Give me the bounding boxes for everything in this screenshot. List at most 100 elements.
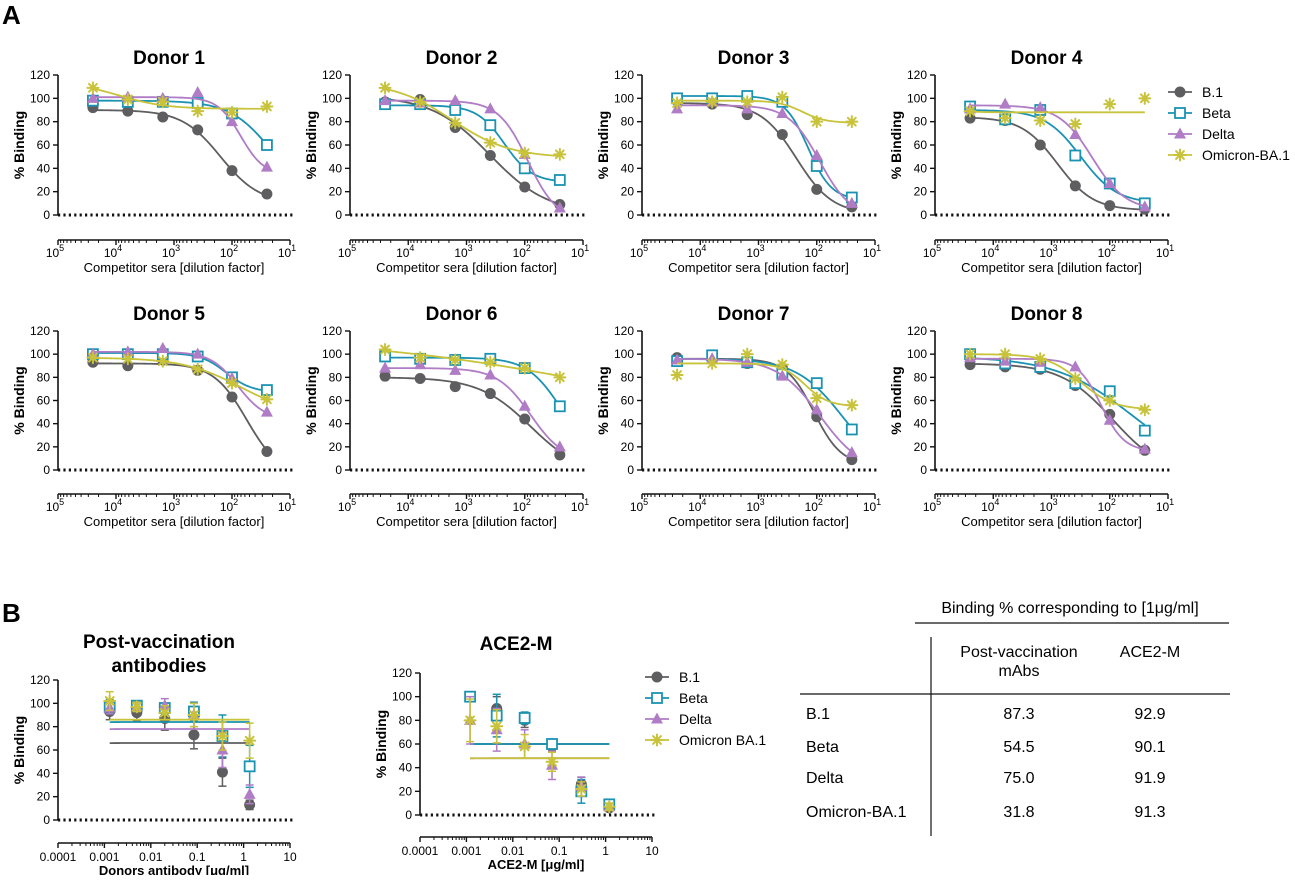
x-tick-exponent: 2	[526, 243, 531, 253]
data-point	[227, 165, 238, 176]
x-tick-base: 10	[1098, 246, 1112, 260]
x-tick-label: 103	[454, 497, 472, 514]
y-tick-label: 0	[405, 808, 412, 822]
y-tick-label: 40	[914, 417, 928, 431]
data-point	[465, 715, 476, 726]
data-point	[811, 393, 822, 404]
data-point	[519, 182, 530, 193]
x-tick-label: 101	[863, 497, 881, 514]
data-point	[846, 116, 857, 127]
x-tick-label: 0.1	[189, 850, 206, 864]
data-point	[192, 364, 203, 375]
x-tick-base: 10	[630, 500, 644, 514]
data-point	[450, 381, 461, 392]
data-point	[555, 401, 565, 411]
x-tick-exponent: 5	[643, 243, 648, 253]
x-tick-exponent: 4	[117, 497, 122, 507]
y-tick-label: 40	[914, 161, 928, 175]
x-tick-exponent: 3	[1053, 243, 1058, 253]
chart-title: ACE2-M	[480, 634, 553, 655]
x-tick-base: 10	[981, 500, 995, 514]
y-tick-label: 0	[627, 463, 634, 477]
y-tick-label: 100	[322, 91, 342, 105]
chart-title: antibodies	[111, 656, 206, 677]
y-tick-label: 60	[329, 138, 343, 152]
x-tick-label: 10	[645, 844, 659, 858]
x-tick-exponent: 4	[409, 243, 414, 253]
series-beta	[465, 692, 614, 810]
x-tick-label: 103	[746, 497, 764, 514]
y-tick-label: 60	[37, 138, 51, 152]
data-point	[415, 373, 426, 384]
data-point	[1140, 426, 1150, 436]
y-axis-label: % Binding	[888, 366, 904, 434]
data-point	[188, 729, 199, 740]
x-tick-base: 10	[104, 246, 118, 260]
data-point	[450, 105, 460, 115]
data-point	[742, 96, 753, 107]
x-tick-exponent: 4	[994, 497, 999, 507]
x-tick-label: 101	[278, 243, 296, 260]
legend-marker	[1174, 128, 1186, 139]
x-axis-label: Competitor sera [dilution factor]	[376, 260, 557, 275]
data-point	[227, 392, 238, 403]
legend-entry: Omicron-BA.1	[1168, 147, 1290, 163]
x-tick-base: 10	[863, 246, 877, 260]
x-tick-exponent: 4	[701, 497, 706, 507]
x-tick-base: 10	[923, 500, 937, 514]
fit-curve	[385, 368, 560, 448]
series-beta	[380, 99, 565, 185]
x-tick-exponent: 1	[584, 243, 589, 253]
legend-marker	[652, 693, 662, 703]
x-tick-label: 104	[104, 243, 122, 260]
x-tick-base: 10	[1039, 246, 1053, 260]
x-tick-exponent: 2	[233, 497, 238, 507]
y-tick-label: 120	[322, 68, 342, 82]
x-tick-base: 10	[46, 500, 60, 514]
data-point	[262, 140, 272, 150]
x-tick-label: 105	[923, 243, 941, 260]
x-tick-label: 101	[1156, 497, 1174, 514]
series-beta	[380, 351, 565, 411]
legend-entry: B.1	[1168, 84, 1223, 100]
legend-entry: Beta	[645, 690, 708, 706]
x-tick-label: 105	[46, 497, 64, 514]
x-axis-label: Competitor sera [dilution factor]	[84, 514, 265, 529]
legend-entry: B.1	[645, 669, 700, 685]
table-header: Post-vaccination	[960, 644, 1077, 661]
x-tick-exponent: 5	[936, 497, 941, 507]
y-tick-label: 0	[43, 463, 50, 477]
x-tick-exponent: 5	[643, 497, 648, 507]
data-point	[777, 359, 788, 370]
y-axis-label: % Binding	[373, 710, 389, 778]
x-tick-label: 103	[746, 243, 764, 260]
series-b-1	[87, 354, 272, 457]
chart-title: Donor 6	[426, 304, 498, 325]
y-tick-label: 20	[37, 790, 51, 804]
chart-title: Donor 1	[133, 48, 205, 69]
series-b-1	[672, 95, 858, 212]
chart-title: Donor 2	[426, 48, 498, 69]
y-tick-label: 120	[30, 324, 50, 338]
data-point	[777, 92, 788, 103]
x-tick-exponent: 3	[468, 497, 473, 507]
fit-curve	[93, 363, 267, 450]
x-tick-label: 103	[454, 243, 472, 260]
series-delta	[671, 95, 858, 207]
data-point	[122, 94, 133, 105]
data-point	[742, 349, 753, 360]
x-tick-exponent: 2	[818, 497, 823, 507]
series-b-1	[380, 371, 566, 461]
chart-title: Donor 3	[718, 48, 790, 69]
fit-curve	[677, 103, 852, 209]
legend-label: Beta	[1202, 105, 1231, 121]
table-row-label: Omicron-BA.1	[806, 804, 907, 821]
x-tick-exponent: 1	[876, 243, 881, 253]
table-row-label: B.1	[806, 706, 830, 723]
data-point	[554, 372, 565, 383]
data-point	[104, 696, 115, 707]
